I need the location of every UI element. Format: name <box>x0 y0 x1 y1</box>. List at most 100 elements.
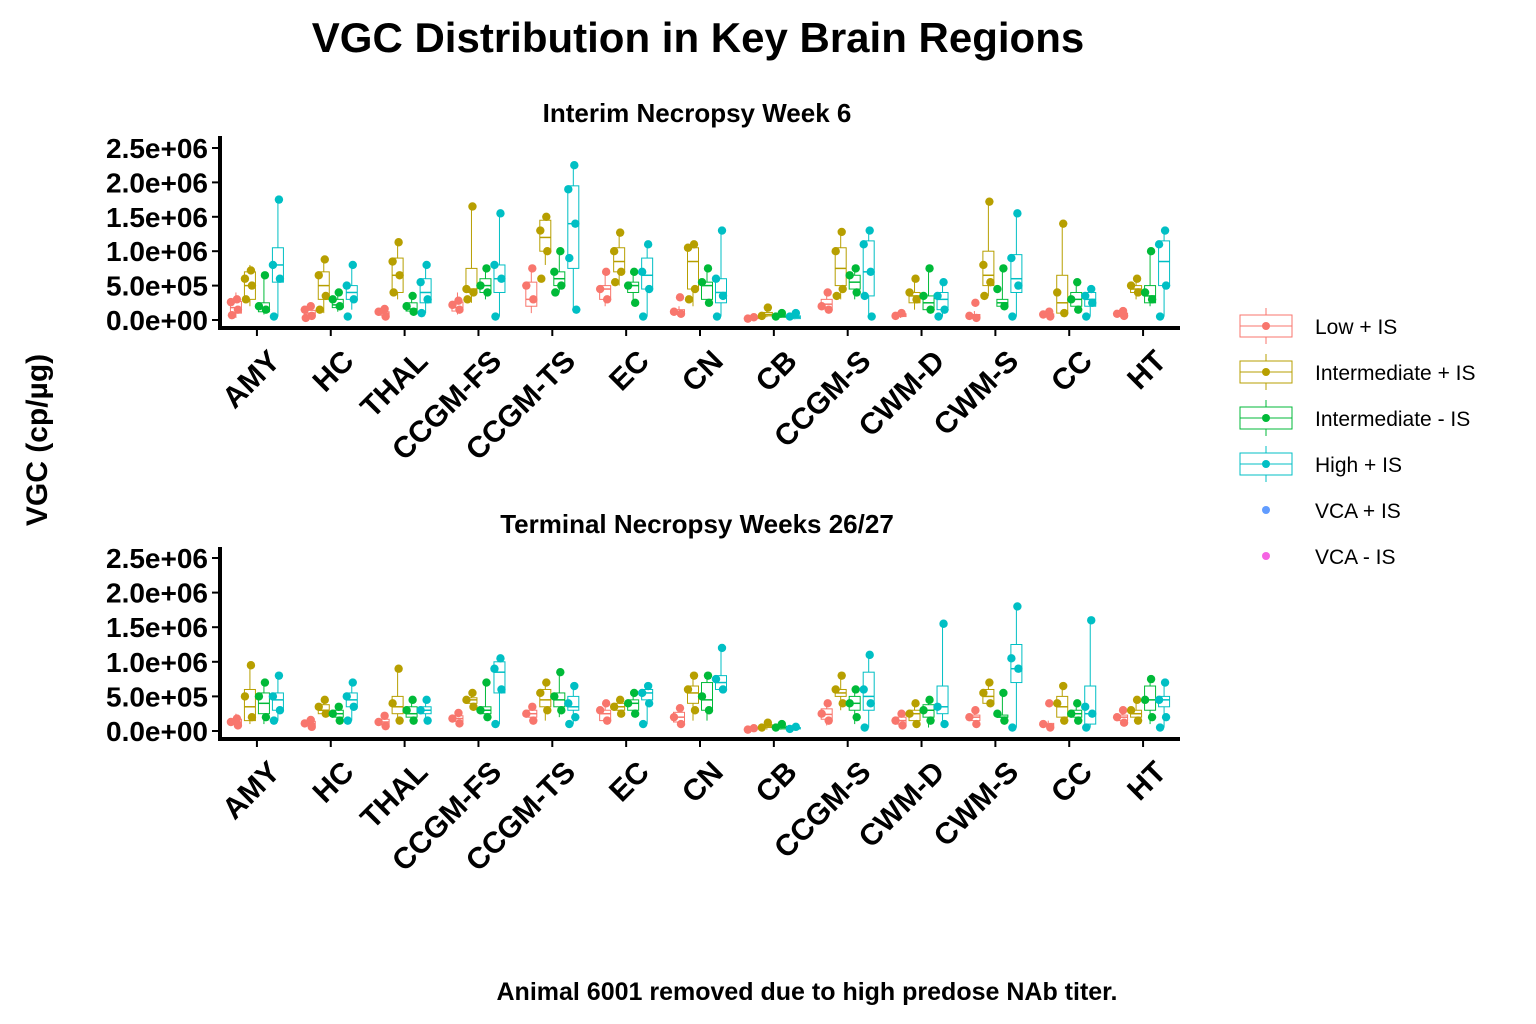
x-tick-label-cc: CC <box>1045 344 1099 398</box>
data-point <box>763 303 773 312</box>
data-point <box>925 695 934 705</box>
data-point <box>388 257 397 266</box>
data-point <box>860 723 869 732</box>
data-point <box>334 702 343 711</box>
data-point <box>1112 712 1122 722</box>
data-point <box>268 692 278 701</box>
data-point <box>462 284 471 294</box>
data-point <box>985 678 994 687</box>
legend-item-low-is: Low + IS <box>1239 308 1397 344</box>
legend-item-high-is: High + IS <box>1239 446 1402 482</box>
data-point <box>455 305 464 314</box>
data-point <box>300 305 309 314</box>
data-point <box>845 271 854 280</box>
data-point <box>817 302 826 311</box>
data-point <box>483 288 492 297</box>
data-point <box>926 716 935 725</box>
data-point <box>867 312 876 321</box>
box-cwm-d <box>936 685 949 715</box>
data-point <box>602 716 612 725</box>
data-point <box>643 240 653 249</box>
data-point <box>859 685 868 694</box>
data-point <box>711 674 721 684</box>
data-point <box>763 718 773 727</box>
points-intermediate-is <box>254 667 1157 732</box>
legend-label: Low + IS <box>1315 316 1397 339</box>
y-tick-label: 2.0e+06 <box>106 167 208 198</box>
data-point <box>979 688 988 698</box>
data-point <box>468 202 477 211</box>
data-point <box>1060 716 1069 725</box>
data-point <box>557 281 566 290</box>
data-point <box>911 274 920 283</box>
data-point <box>629 688 639 698</box>
data-point <box>408 291 417 301</box>
data-point <box>601 699 611 708</box>
data-point <box>335 716 344 725</box>
data-point <box>859 240 868 249</box>
data-point <box>1087 616 1096 625</box>
data-point <box>483 712 492 722</box>
y-tick-label: 2.5e+06 <box>106 543 208 574</box>
data-point <box>328 709 337 718</box>
data-point <box>817 709 826 718</box>
data-point <box>940 305 949 314</box>
data-point <box>1154 695 1164 705</box>
data-point <box>557 706 566 715</box>
data-point <box>422 260 431 270</box>
data-point <box>1147 295 1157 304</box>
data-point <box>669 307 679 316</box>
data-point <box>838 284 847 294</box>
data-point <box>314 271 323 280</box>
data-point <box>623 281 633 290</box>
data-point <box>757 311 767 321</box>
data-point <box>831 247 840 256</box>
panel-title-1: Interim Necropsy Week 6 <box>543 98 852 128</box>
data-point <box>852 288 861 297</box>
data-point <box>1053 288 1062 297</box>
data-point <box>971 298 980 307</box>
data-point <box>595 706 605 715</box>
data-point <box>422 695 431 705</box>
data-point <box>1067 709 1076 718</box>
data-point <box>241 295 251 304</box>
data-point <box>1087 284 1096 294</box>
data-point <box>939 619 948 628</box>
data-point <box>1039 310 1048 319</box>
data-point <box>261 305 271 314</box>
data-point <box>1146 674 1156 684</box>
data-point <box>1059 681 1068 691</box>
data-point <box>986 699 995 708</box>
data-point <box>468 688 477 698</box>
data-point <box>268 260 278 270</box>
data-point <box>1126 706 1136 715</box>
data-point <box>1154 240 1164 249</box>
data-point <box>999 264 1008 273</box>
data-point <box>852 712 861 722</box>
data-point <box>1007 654 1016 663</box>
data-point <box>1160 226 1170 235</box>
data-point <box>601 267 611 277</box>
data-point <box>395 271 404 280</box>
data-point <box>891 716 900 725</box>
data-point <box>1088 298 1097 307</box>
data-point <box>851 685 860 694</box>
data-point <box>1045 699 1054 708</box>
data-point <box>993 709 1002 718</box>
legend-key-point <box>1262 368 1270 376</box>
points-intermediate-is <box>240 661 1143 732</box>
data-point <box>408 695 417 705</box>
data-point <box>638 312 648 321</box>
data-point <box>497 685 506 694</box>
y-tick-label: 0.0e+00 <box>106 716 208 747</box>
box-cwm-s <box>1010 254 1023 293</box>
data-point <box>497 274 506 283</box>
data-point <box>891 311 900 321</box>
legend-item-vca-is: VCA + IS <box>1262 500 1401 523</box>
data-point <box>454 296 463 305</box>
data-point <box>394 664 403 673</box>
data-point <box>342 692 351 701</box>
legend-item-intermediate-is: Intermediate + IS <box>1239 354 1476 390</box>
data-point <box>395 716 404 725</box>
data-point <box>571 219 580 228</box>
